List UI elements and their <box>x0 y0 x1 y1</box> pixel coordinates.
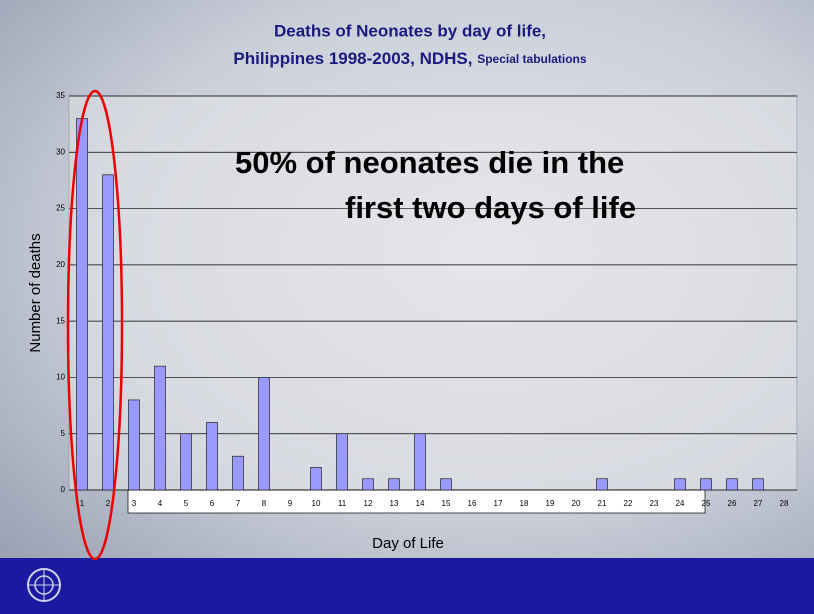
bar <box>129 400 140 490</box>
x-tick-label: 22 <box>624 499 633 508</box>
bar <box>597 479 608 490</box>
bar <box>415 434 426 490</box>
chart-title: Philippines 1998-2003, NDHS, <box>233 49 472 68</box>
bar <box>311 467 322 490</box>
y-tick-label: 30 <box>56 147 65 156</box>
footer-band <box>0 558 814 614</box>
x-tick-label: 2 <box>106 499 111 508</box>
y-axis-label: Number of deaths <box>27 233 44 352</box>
chart-title: Philippines 1998-2003, NDHS, Special tab… <box>233 49 586 68</box>
x-tick-label: 19 <box>546 499 555 508</box>
slide: Deaths of Neonates by day of life, Phili… <box>0 0 814 614</box>
x-tick-label: 27 <box>754 499 763 508</box>
y-tick-label: 5 <box>61 429 66 438</box>
y-tick-label: 15 <box>56 316 65 325</box>
y-tick-label: 0 <box>61 485 66 494</box>
x-tick-label: 14 <box>416 499 425 508</box>
bar <box>701 479 712 490</box>
x-tick-label: 12 <box>364 499 373 508</box>
x-tick-label: 4 <box>158 499 163 508</box>
bar <box>155 366 166 490</box>
annotation: 50% of neonates die in the <box>235 145 624 180</box>
bar <box>181 434 192 490</box>
bar <box>233 456 244 490</box>
bar <box>363 479 374 490</box>
bar <box>441 479 452 490</box>
x-tick-label: 3 <box>132 499 137 508</box>
x-tick-label: 1 <box>80 499 85 508</box>
x-tick-label: 15 <box>442 499 451 508</box>
x-tick-label: 8 <box>262 499 267 508</box>
bar <box>207 422 218 490</box>
y-tick-label: 10 <box>56 373 65 382</box>
x-tick-label: 25 <box>702 499 711 508</box>
chart-title: Deaths of Neonates by day of life, <box>274 21 546 40</box>
x-tick-label: 18 <box>520 499 529 508</box>
x-tick-label: 21 <box>598 499 607 508</box>
x-tick-label: 10 <box>312 499 321 508</box>
bar <box>753 479 764 490</box>
bar <box>77 119 88 490</box>
x-tick-label: 6 <box>210 499 215 508</box>
y-tick-label: 35 <box>56 91 65 100</box>
x-tick-label: 11 <box>338 499 347 508</box>
x-tick-label: 7 <box>236 499 241 508</box>
x-tick-label: 16 <box>468 499 477 508</box>
x-tick-label: 17 <box>494 499 503 508</box>
x-tick-label: 24 <box>676 499 685 508</box>
x-tick-label: 13 <box>390 499 399 508</box>
bar <box>337 434 348 490</box>
y-tick-label: 20 <box>56 260 65 269</box>
bar <box>103 175 114 490</box>
x-axis-label: Day of Life <box>372 535 444 552</box>
x-tick-label: 20 <box>572 499 581 508</box>
annotation: first two days of life <box>345 190 636 225</box>
chart-subtitle: Special tabulations <box>477 52 587 66</box>
y-tick-label: 25 <box>56 204 65 213</box>
x-tick-label: 28 <box>780 499 789 508</box>
x-tick-label: 9 <box>288 499 293 508</box>
bar <box>675 479 686 490</box>
bar <box>727 479 738 490</box>
un-logo <box>28 569 60 601</box>
x-tick-label: 23 <box>650 499 659 508</box>
bar <box>259 377 270 490</box>
x-tick-label: 5 <box>184 499 189 508</box>
bar <box>389 479 400 490</box>
x-tick-label: 26 <box>728 499 737 508</box>
